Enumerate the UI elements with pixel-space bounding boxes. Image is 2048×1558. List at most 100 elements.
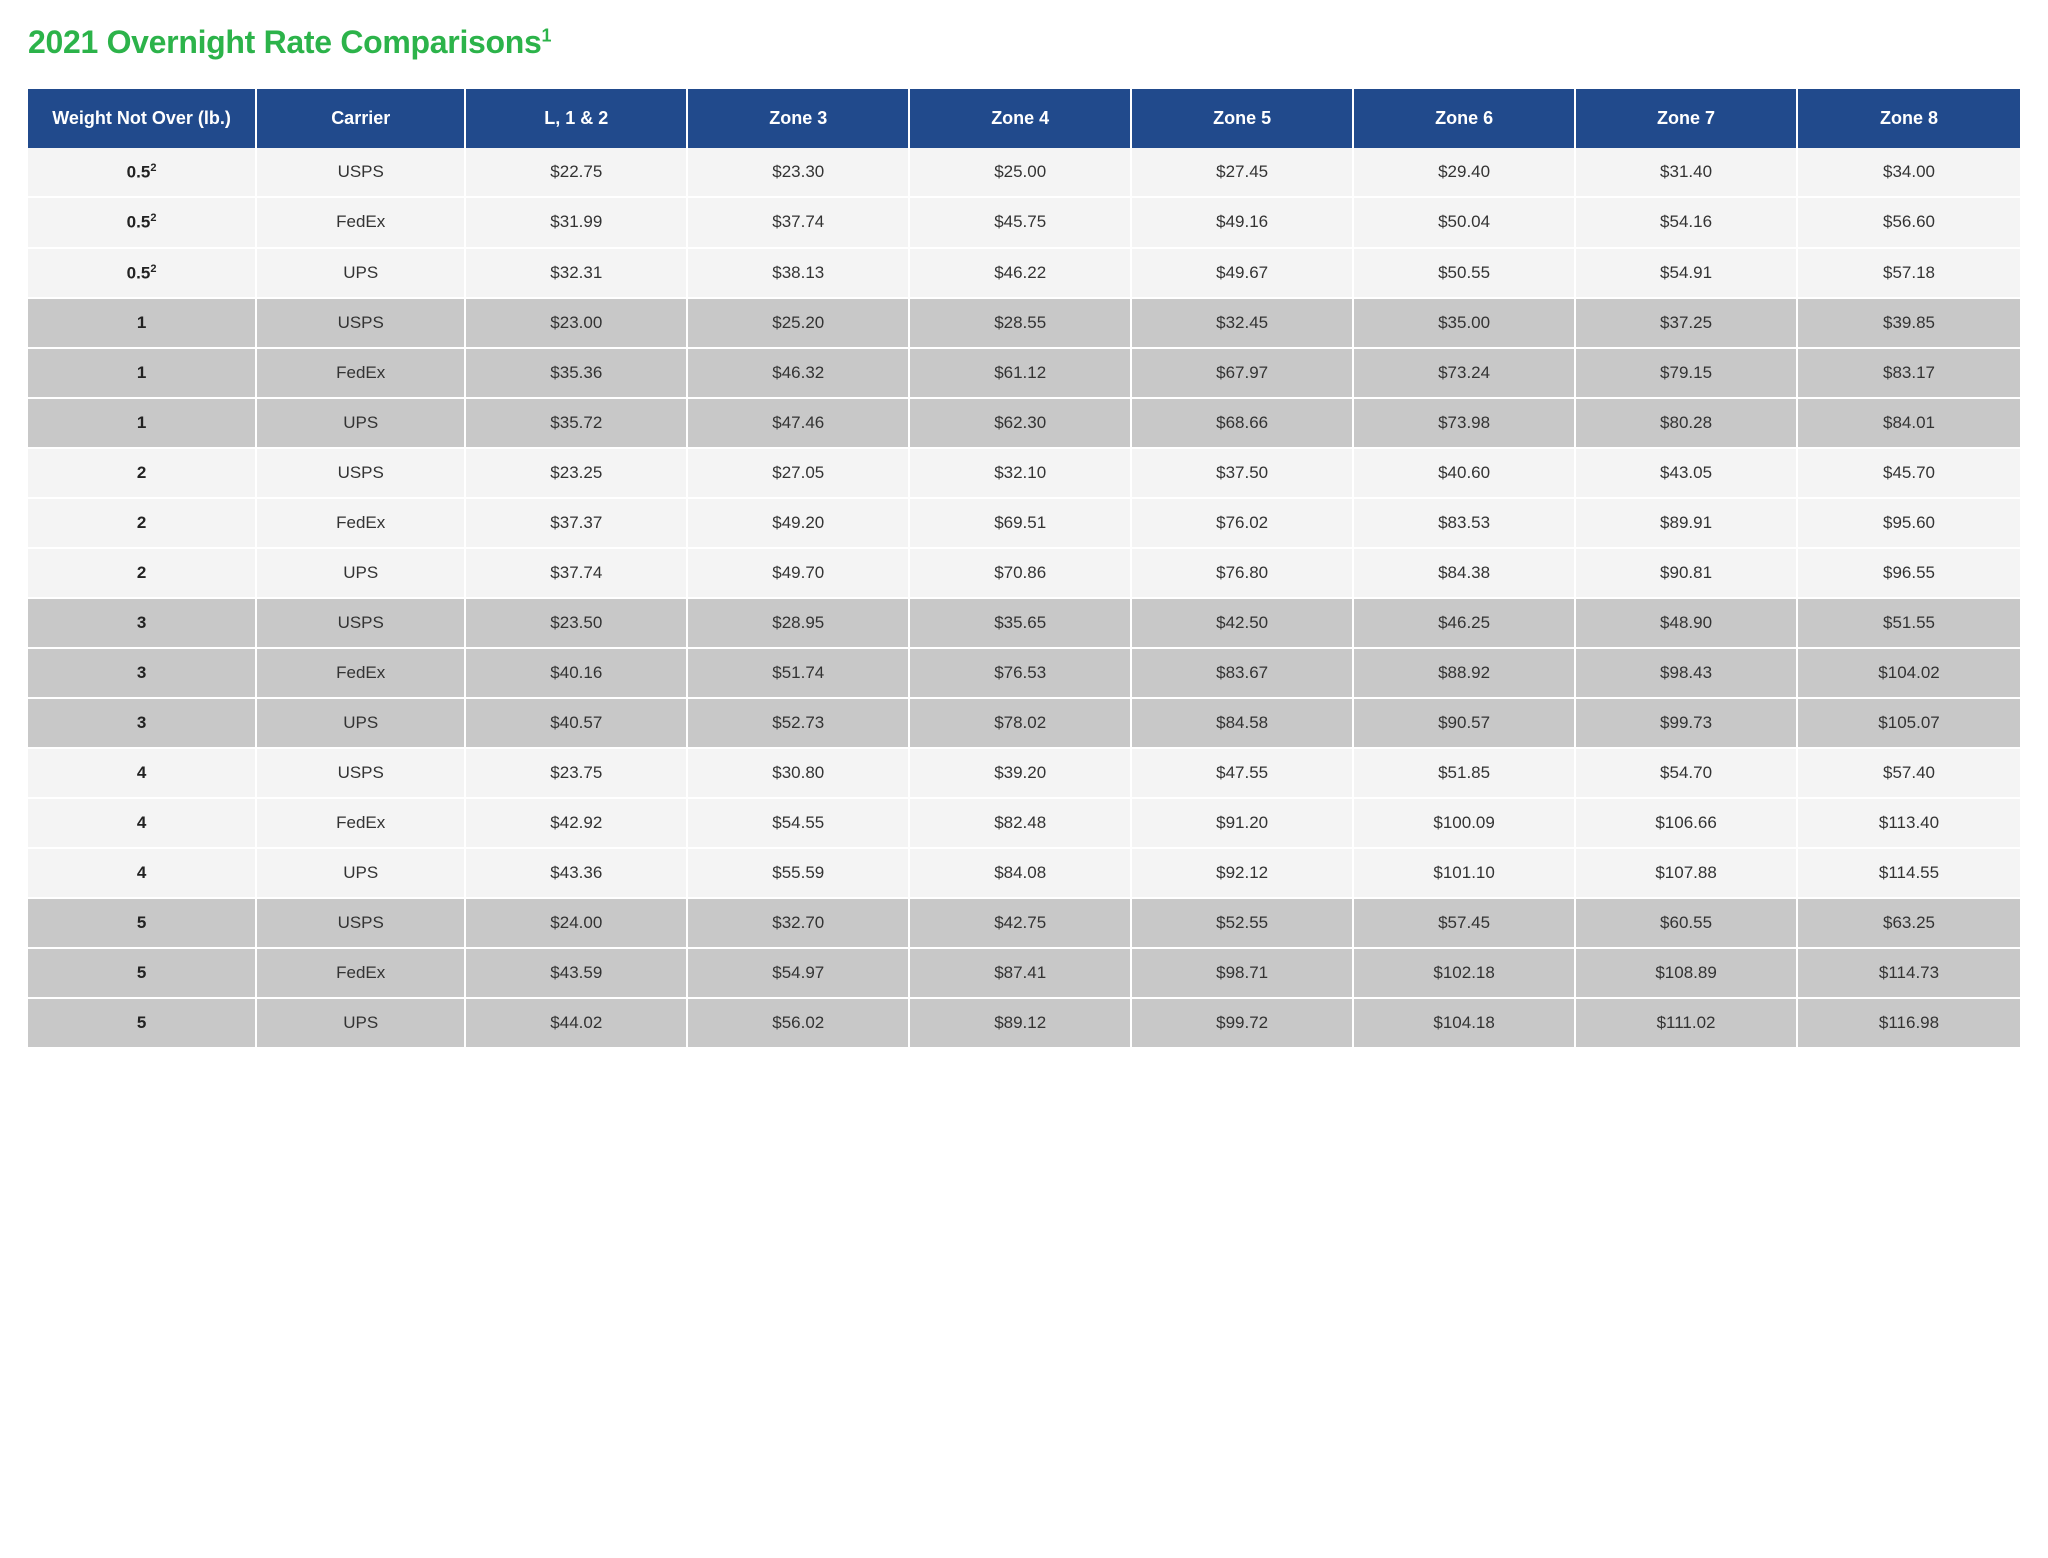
- zone8-cell: $57.18: [1798, 249, 2020, 300]
- weight-value: 2: [137, 463, 146, 482]
- carrier-cell: FedEx: [257, 349, 466, 399]
- zone6-cell: $101.10: [1354, 849, 1576, 899]
- weight-value: 3: [137, 613, 146, 632]
- carrier-cell: FedEx: [257, 949, 466, 999]
- zone4-cell: $25.00: [910, 148, 1132, 199]
- zone4-cell: $42.75: [910, 899, 1132, 949]
- col-header-zone5: Zone 5: [1132, 89, 1354, 148]
- weight-cell: 1: [28, 299, 257, 349]
- zone3-cell: $37.74: [688, 198, 910, 249]
- col-header-zone3: Zone 3: [688, 89, 910, 148]
- zone5-cell: $84.58: [1132, 699, 1354, 749]
- zone4-cell: $35.65: [910, 599, 1132, 649]
- table-row: 5UPS$44.02$56.02$89.12$99.72$104.18$111.…: [28, 999, 2020, 1049]
- zone6-cell: $29.40: [1354, 148, 1576, 199]
- zone5-cell: $83.67: [1132, 649, 1354, 699]
- zone8-cell: $114.55: [1798, 849, 2020, 899]
- zone8-cell: $113.40: [1798, 799, 2020, 849]
- l12-cell: $32.31: [466, 249, 688, 300]
- carrier-cell: FedEx: [257, 649, 466, 699]
- zone7-cell: $99.73: [1576, 699, 1798, 749]
- weight-value: 4: [137, 763, 146, 782]
- table-row: 4USPS$23.75$30.80$39.20$47.55$51.85$54.7…: [28, 749, 2020, 799]
- zone8-cell: $104.02: [1798, 649, 2020, 699]
- page-title: 2021 Overnight Rate Comparisons1: [28, 24, 2020, 61]
- l12-cell: $37.74: [466, 549, 688, 599]
- zone7-cell: $98.43: [1576, 649, 1798, 699]
- table-row: 0.52USPS$22.75$23.30$25.00$27.45$29.40$3…: [28, 148, 2020, 199]
- zone8-cell: $95.60: [1798, 499, 2020, 549]
- table-row: 3USPS$23.50$28.95$35.65$42.50$46.25$48.9…: [28, 599, 2020, 649]
- zone5-cell: $76.80: [1132, 549, 1354, 599]
- col-header-l12: L, 1 & 2: [466, 89, 688, 148]
- zone5-cell: $42.50: [1132, 599, 1354, 649]
- zone4-cell: $39.20: [910, 749, 1132, 799]
- zone3-cell: $49.20: [688, 499, 910, 549]
- zone4-cell: $82.48: [910, 799, 1132, 849]
- weight-cell: 3: [28, 649, 257, 699]
- page-title-text: 2021 Overnight Rate Comparisons: [28, 24, 542, 60]
- table-row: 5FedEx$43.59$54.97$87.41$98.71$102.18$10…: [28, 949, 2020, 999]
- weight-value: 5: [137, 963, 146, 982]
- l12-cell: $35.72: [466, 399, 688, 449]
- zone3-cell: $56.02: [688, 999, 910, 1049]
- weight-cell: 2: [28, 449, 257, 499]
- carrier-cell: USPS: [257, 749, 466, 799]
- zone7-cell: $54.16: [1576, 198, 1798, 249]
- l12-cell: $31.99: [466, 198, 688, 249]
- zone6-cell: $50.55: [1354, 249, 1576, 300]
- zone4-cell: $62.30: [910, 399, 1132, 449]
- zone5-cell: $91.20: [1132, 799, 1354, 849]
- carrier-cell: UPS: [257, 399, 466, 449]
- zone5-cell: $32.45: [1132, 299, 1354, 349]
- l12-cell: $43.36: [466, 849, 688, 899]
- weight-cell: 5: [28, 899, 257, 949]
- carrier-cell: UPS: [257, 999, 466, 1049]
- weight-cell: 0.52: [28, 249, 257, 300]
- table-row: 1USPS$23.00$25.20$28.55$32.45$35.00$37.2…: [28, 299, 2020, 349]
- zone3-cell: $49.70: [688, 549, 910, 599]
- table-row: 2USPS$23.25$27.05$32.10$37.50$40.60$43.0…: [28, 449, 2020, 499]
- l12-cell: $40.16: [466, 649, 688, 699]
- table-body: 0.52USPS$22.75$23.30$25.00$27.45$29.40$3…: [28, 148, 2020, 1050]
- l12-cell: $42.92: [466, 799, 688, 849]
- weight-cell: 4: [28, 799, 257, 849]
- weight-cell: 5: [28, 999, 257, 1049]
- zone7-cell: $108.89: [1576, 949, 1798, 999]
- table-row: 4FedEx$42.92$54.55$82.48$91.20$100.09$10…: [28, 799, 2020, 849]
- zone6-cell: $104.18: [1354, 999, 1576, 1049]
- carrier-cell: UPS: [257, 699, 466, 749]
- l12-cell: $23.75: [466, 749, 688, 799]
- zone3-cell: $30.80: [688, 749, 910, 799]
- col-header-zone7: Zone 7: [1576, 89, 1798, 148]
- zone8-cell: $83.17: [1798, 349, 2020, 399]
- col-header-zone8: Zone 8: [1798, 89, 2020, 148]
- zone4-cell: $45.75: [910, 198, 1132, 249]
- zone6-cell: $100.09: [1354, 799, 1576, 849]
- table-row: 0.52FedEx$31.99$37.74$45.75$49.16$50.04$…: [28, 198, 2020, 249]
- weight-value: 3: [137, 663, 146, 682]
- zone4-cell: $89.12: [910, 999, 1132, 1049]
- zone7-cell: $111.02: [1576, 999, 1798, 1049]
- zone3-cell: $32.70: [688, 899, 910, 949]
- zone4-cell: $69.51: [910, 499, 1132, 549]
- zone8-cell: $57.40: [1798, 749, 2020, 799]
- l12-cell: $43.59: [466, 949, 688, 999]
- l12-cell: $23.50: [466, 599, 688, 649]
- table-row: 4UPS$43.36$55.59$84.08$92.12$101.10$107.…: [28, 849, 2020, 899]
- col-header-weight: Weight Not Over (lb.): [28, 89, 257, 148]
- zone5-cell: $92.12: [1132, 849, 1354, 899]
- zone7-cell: $54.70: [1576, 749, 1798, 799]
- zone7-cell: $54.91: [1576, 249, 1798, 300]
- weight-sup: 2: [150, 212, 156, 224]
- weight-cell: 1: [28, 349, 257, 399]
- zone6-cell: $35.00: [1354, 299, 1576, 349]
- zone4-cell: $87.41: [910, 949, 1132, 999]
- zone6-cell: $88.92: [1354, 649, 1576, 699]
- zone7-cell: $31.40: [1576, 148, 1798, 199]
- zone3-cell: $23.30: [688, 148, 910, 199]
- page-title-sup: 1: [542, 25, 552, 45]
- zone3-cell: $25.20: [688, 299, 910, 349]
- zone6-cell: $57.45: [1354, 899, 1576, 949]
- zone4-cell: $46.22: [910, 249, 1132, 300]
